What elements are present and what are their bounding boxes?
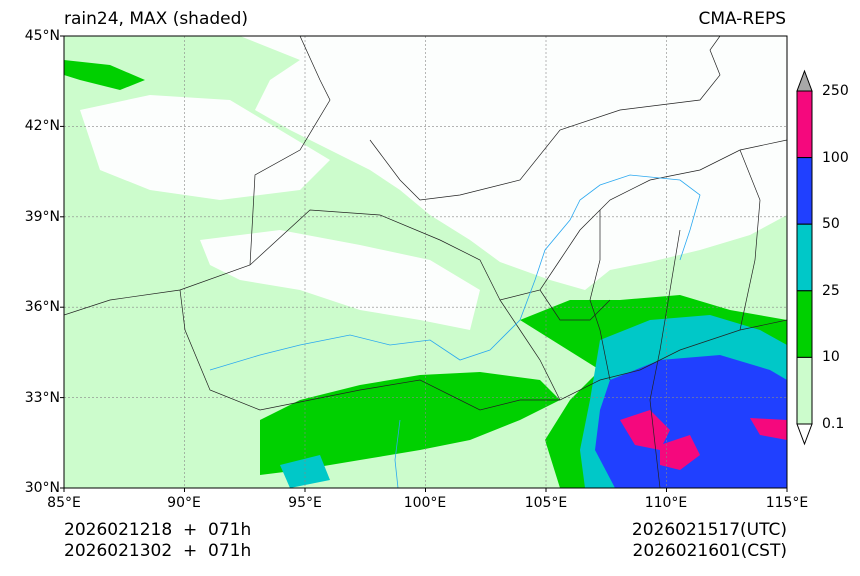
axis-ticks [60, 35, 788, 492]
map-title: rain24, MAX (shaded) [64, 9, 249, 29]
magenta-patch-1 [620, 410, 670, 450]
lon-label: 115°E [765, 495, 809, 511]
init-time-utc: 2026021218 + 071h [64, 520, 252, 540]
colorbar-bin-50-100 [796, 157, 813, 225]
magenta-patch-3 [750, 418, 787, 440]
light-green-east [600, 225, 787, 310]
colorbar-bin-25-50 [796, 223, 813, 292]
graticule [64, 36, 787, 488]
lon-label: 100°E [403, 495, 447, 511]
colorbar-bin-0.1-10 [796, 356, 813, 425]
valid-time-utc: 2026021517(UTC) [631, 520, 787, 540]
lat-label: 42°N [24, 118, 60, 134]
lat-label: 33°N [24, 390, 60, 406]
colorbar [796, 69, 813, 446]
colorbar-under-arrow [796, 423, 813, 446]
lat-label: 30°N [24, 480, 60, 496]
colorbar-bin-10-25 [796, 290, 813, 358]
lon-label: 90°E [167, 495, 201, 511]
model-name: CMA-REPS [698, 9, 786, 29]
colorbar-label: 0.1 [822, 416, 845, 432]
colorbar-label: 100 [822, 150, 849, 166]
lon-label: 95°E [288, 495, 322, 511]
province-borders [64, 36, 787, 488]
lon-label: 110°E [644, 495, 688, 511]
colorbar-label: 250 [822, 83, 849, 99]
init-time-cst: 2026021302 + 071h [64, 541, 252, 561]
no-rain-north [240, 36, 787, 290]
colorbar-label: 10 [822, 349, 840, 365]
colorbar-label: 25 [822, 283, 840, 299]
colorbar-over-arrow [796, 69, 813, 92]
no-rain-northwest [80, 95, 330, 200]
green-north-streak [64, 60, 145, 90]
lon-label: 85°E [47, 495, 81, 511]
magenta-patch-2 [660, 435, 700, 470]
cyan-southwest [280, 455, 330, 488]
no-rain-central [200, 230, 480, 330]
rivers [209, 174, 701, 488]
lat-label: 45°N [24, 28, 60, 44]
colorbar-bin-100-250 [796, 90, 813, 159]
valid-time-cst: 2026021601(CST) [632, 541, 787, 561]
lat-label: 36°N [24, 299, 60, 315]
lat-label: 39°N [24, 209, 60, 225]
blue-southeast [595, 355, 787, 488]
lon-label: 105°E [524, 495, 568, 511]
colorbar-label: 50 [822, 216, 840, 232]
